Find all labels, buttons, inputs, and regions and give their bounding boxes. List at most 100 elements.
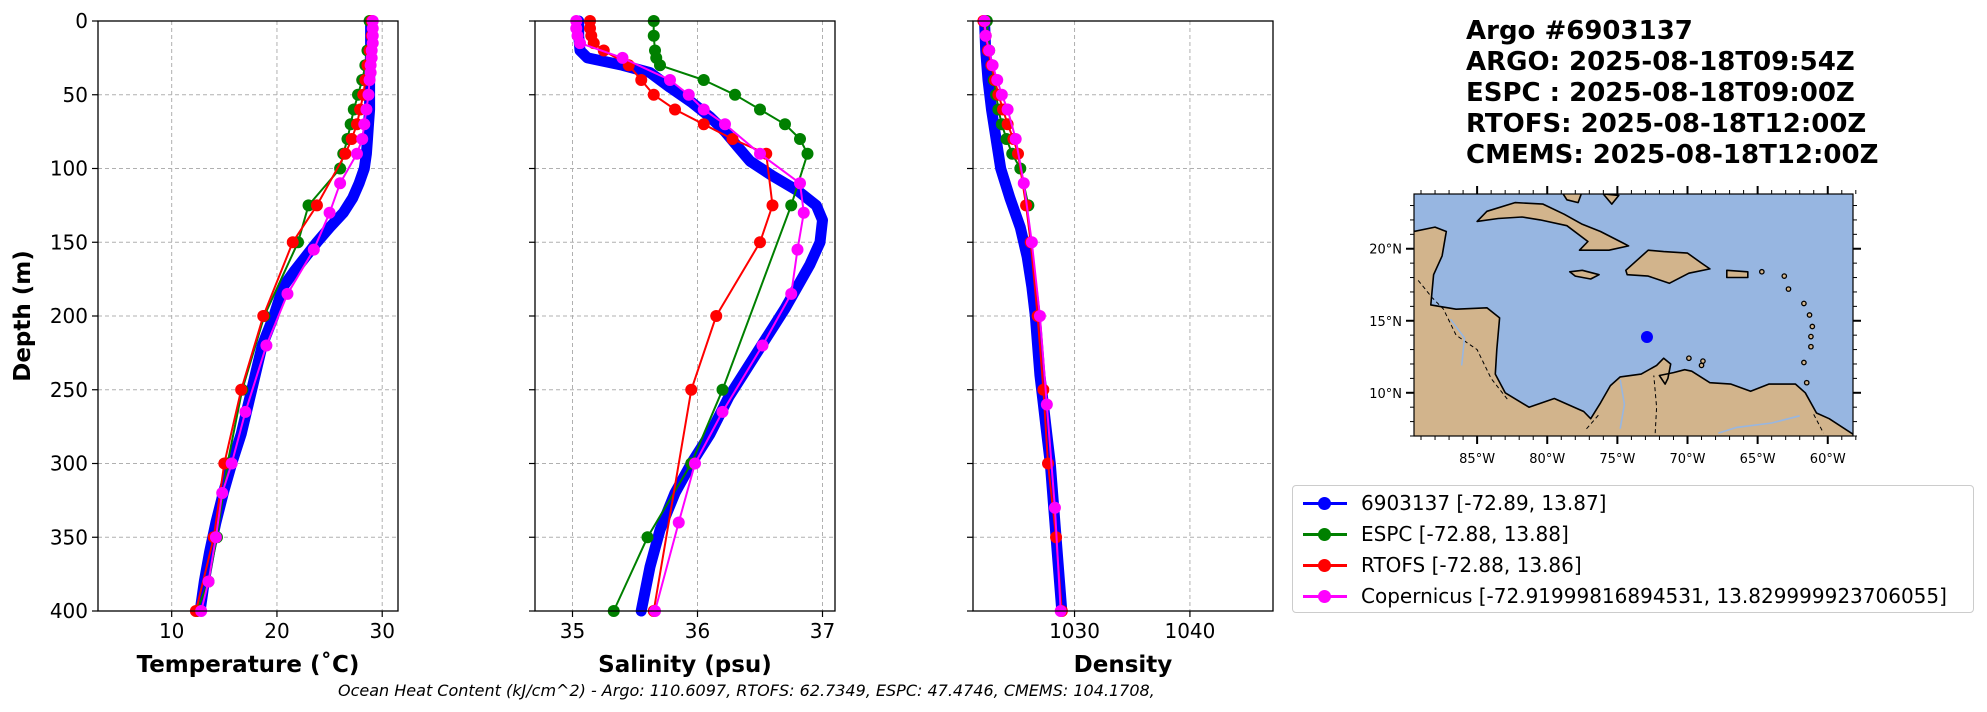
data-point <box>323 206 336 219</box>
legend-label: 6903137 [-72.89, 13.87] <box>1361 491 1607 515</box>
x-tick-label: 1030 <box>1049 619 1100 643</box>
data-point <box>785 287 798 300</box>
y-tick-label: 100 <box>50 157 88 181</box>
legend: 6903137 [-72.89, 13.87] ESPC [-72.88, 13… <box>1292 485 1974 613</box>
data-point <box>286 236 299 249</box>
y-tick-label: 300 <box>50 452 88 476</box>
legend-swatch <box>1299 519 1351 549</box>
x-tick-label: 30 <box>369 619 394 643</box>
data-point <box>310 199 323 212</box>
series-copernicus <box>570 15 810 617</box>
legend-entry-argo: 6903137 [-72.89, 13.87] <box>1293 488 1606 518</box>
country-border <box>1813 414 1824 434</box>
map-lat-label: 15°N <box>1369 315 1402 330</box>
land-jamaica <box>1568 269 1600 280</box>
data-point <box>257 310 270 322</box>
data-point <box>697 118 710 131</box>
data-point <box>647 88 660 101</box>
map-lat-label: 20°N <box>1369 243 1402 258</box>
map-lon-label: 85°W <box>1459 452 1495 467</box>
x-axis-label: Temperature (˚C) <box>137 651 360 678</box>
data-point <box>726 133 739 145</box>
data-point <box>983 44 996 57</box>
landmasses <box>1414 194 1853 436</box>
data-point <box>358 118 371 131</box>
river <box>1718 415 1800 434</box>
data-point <box>307 243 320 256</box>
data-point <box>574 37 586 50</box>
data-point <box>719 118 731 131</box>
salinity-panel: 35 36 37 Salinity (psu) <box>529 15 836 678</box>
land-puerto-rico <box>1726 269 1749 279</box>
data-point <box>1025 236 1038 249</box>
map-ticks <box>1406 186 1861 444</box>
data-point <box>682 88 695 101</box>
data-point <box>635 74 648 86</box>
legend-marker <box>1318 497 1331 510</box>
data-point <box>986 59 999 72</box>
data-point <box>260 339 273 352</box>
gridlines <box>973 20 1273 612</box>
country-border <box>1417 280 1509 401</box>
data-point <box>281 287 294 300</box>
land-americas <box>1414 226 1853 436</box>
series-argo <box>573 15 828 617</box>
data-point <box>791 243 804 256</box>
series-line-argo <box>573 15 828 617</box>
data-point <box>669 103 681 116</box>
land-island <box>1758 268 1765 275</box>
data-point <box>979 29 992 42</box>
espc-time: ESPC : 2025-08-18T09:00Z <box>1466 78 1855 108</box>
data-point <box>1040 398 1053 411</box>
data-point <box>345 133 358 145</box>
x-tick-label: 10 <box>159 619 184 643</box>
land-island <box>1781 273 1788 279</box>
x-axis-label: Salinity (psu) <box>598 652 772 678</box>
land-island <box>1686 355 1692 362</box>
data-point <box>235 383 248 396</box>
series-espc <box>607 15 814 617</box>
data-point <box>239 405 252 418</box>
country-border <box>1586 414 1600 430</box>
data-point <box>654 59 666 72</box>
land-bahamas <box>1562 194 1583 204</box>
data-point <box>754 103 766 116</box>
data-point <box>710 310 723 322</box>
data-point <box>356 133 369 145</box>
land-island <box>1801 300 1807 307</box>
legend-label: Copernicus [-72.91999816894531, 13.82999… <box>1361 584 1947 608</box>
data-point <box>641 531 654 544</box>
data-point <box>756 339 769 352</box>
map-lon-label: 65°W <box>1740 452 1776 467</box>
cmems-time: CMEMS: 2025-08-18T12:00Z <box>1466 140 1879 170</box>
data-point <box>995 88 1008 101</box>
legend-label: ESPC [-72.88, 13.88] <box>1361 522 1569 546</box>
river <box>1449 318 1466 366</box>
data-point <box>991 74 1004 86</box>
land-island <box>1801 359 1807 366</box>
data-point <box>729 88 741 101</box>
data-point <box>1001 103 1014 116</box>
map-lon-label: 70°W <box>1670 452 1706 467</box>
legend-swatch <box>1299 488 1351 518</box>
land-island <box>1785 286 1792 292</box>
data-point <box>716 383 729 396</box>
data-point <box>766 199 779 212</box>
data-point <box>363 74 376 86</box>
legend-marker <box>1318 528 1331 541</box>
data-point <box>689 457 701 470</box>
data-point <box>616 51 629 64</box>
data-point <box>362 88 375 101</box>
legend-swatch <box>1299 581 1351 611</box>
data-point <box>647 29 660 42</box>
data-point <box>216 487 229 499</box>
data-point <box>334 177 347 190</box>
y-tick-label: 150 <box>50 230 88 254</box>
x-tick-label: 35 <box>560 619 585 643</box>
data-point <box>302 199 315 212</box>
y-tick-label: 50 <box>63 83 88 107</box>
data-point <box>1048 501 1061 514</box>
data-point <box>697 103 710 116</box>
x-axis-label: Density <box>1074 652 1173 678</box>
